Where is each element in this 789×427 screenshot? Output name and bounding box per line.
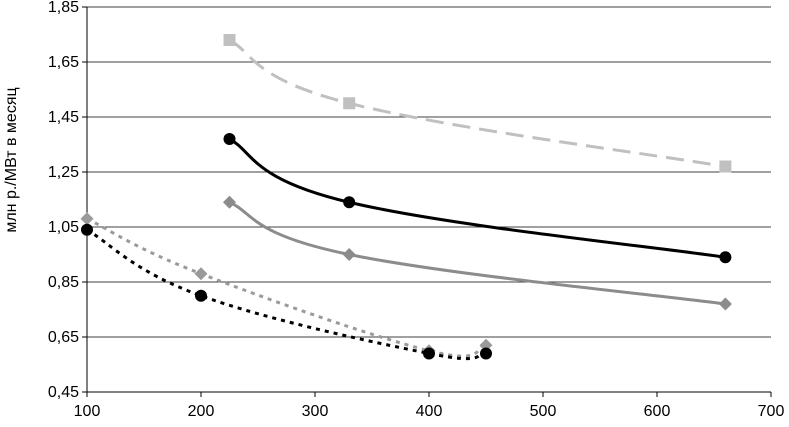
data-point-black-dotted-circles-0 (81, 223, 93, 236)
y-tick-label-3: 1,05 (48, 219, 79, 236)
x-tick-label-6: 700 (758, 403, 785, 420)
x-tick-label-1: 200 (188, 403, 215, 420)
series-group (80, 34, 732, 361)
series-gray-dotted-diamonds (80, 212, 493, 358)
tick-labels: 0,45 0,65 0,85 1,05 1,25 1,45 1,65 1,85 100 200 30… (48, 0, 785, 420)
y-tick-label-4: 1,25 (48, 164, 79, 181)
y-tick-label-7: 1,85 (48, 0, 79, 16)
data-point-black-dotted-circles-1 (195, 289, 207, 302)
series-light-gray-dashed-squares (223, 34, 732, 173)
series-black-solid-circles (223, 133, 732, 264)
x-tick-label-5: 600 (644, 403, 671, 420)
x-tick-label-2: 300 (302, 403, 329, 420)
data-point-black-solid-circles-0 (223, 133, 236, 145)
y-tick-label-2: 0,85 (48, 274, 79, 291)
data-point-gray-solid-diamonds-0 (223, 195, 236, 209)
series-line-gray-solid-diamonds (228, 200, 726, 306)
series-line-gray-dotted-diamonds (86, 217, 487, 358)
y-axis-title: млн р./МВт в месяц (3, 87, 20, 232)
x-tick-label-3: 400 (416, 403, 443, 420)
data-point-gray-dotted-diamonds-0 (80, 212, 94, 226)
series-line-light-gray-dashed-squares (228, 38, 726, 168)
data-point-light-gray-dashed-squares-0 (223, 34, 236, 46)
data-point-black-solid-circles-2 (719, 251, 732, 264)
data-point-gray-solid-diamonds-2 (718, 297, 732, 311)
data-point-black-solid-circles-1 (343, 196, 356, 209)
series-gray-solid-diamonds (223, 195, 732, 311)
data-point-gray-dotted-diamonds-1 (194, 267, 208, 281)
data-point-black-dotted-circles-2 (423, 347, 435, 360)
data-point-gray-solid-diamonds-1 (342, 248, 356, 261)
series-line-black-dotted-circles (86, 228, 487, 361)
grid-lines (87, 6, 771, 393)
y-tick-label-6: 1,65 (48, 54, 79, 71)
x-tick-label-4: 500 (530, 403, 557, 420)
data-point-black-dotted-circles-3 (480, 347, 492, 360)
y-tick-label-5: 1,45 (48, 109, 79, 126)
data-point-light-gray-dashed-squares-2 (719, 160, 732, 173)
axes (82, 6, 772, 397)
y-tick-label-1: 0,65 (48, 329, 79, 346)
y-tick-label-0: 0,45 (48, 384, 79, 401)
x-tick-label-0: 100 (74, 403, 101, 420)
data-point-light-gray-dashed-squares-1 (343, 97, 356, 110)
series-black-dotted-circles (81, 223, 492, 361)
series-line-black-solid-circles (228, 137, 726, 259)
